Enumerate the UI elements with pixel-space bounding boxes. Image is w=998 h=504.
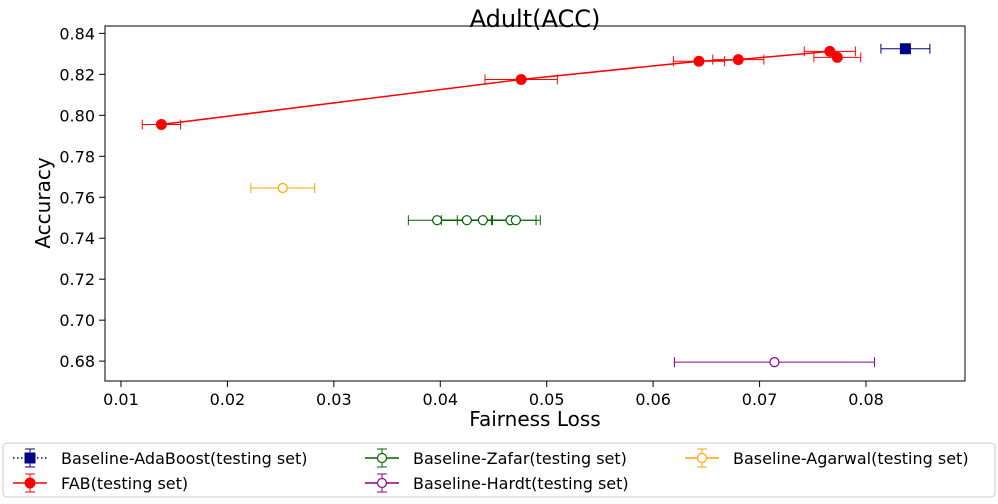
legend-box [2,442,996,498]
y-tick-label: 0.70 [59,311,95,330]
data-point [769,357,780,368]
series-baseline-hardt-testing-set [673,357,876,368]
data-point [155,119,167,131]
legend-marker [24,452,36,464]
legend-item: Baseline-Hardt(testing set) [365,473,629,493]
legend-label: FAB(testing set) [61,474,188,493]
chart-title: Adult(ACC) [470,5,601,33]
x-tick-label: 0.04 [422,390,458,409]
plot-area [141,43,931,368]
series-baseline-zafar-testing-set [407,215,541,226]
legend-item: Baseline-AdaBoost(testing set) [13,448,308,468]
y-tick-label: 0.72 [59,270,95,289]
y-axis: 0.68 0.70 0.72 0.74 0.76 0.78 0.80 0.82 0.84 [59,24,105,371]
y-axis-label: Accuracy [31,157,55,248]
legend-label: Baseline-AdaBoost(testing set) [61,449,308,468]
legend: Baseline-AdaBoost(testing set) FAB(testin… [2,442,996,498]
y-tick-label: 0.84 [59,24,95,43]
legend-marker [24,477,36,489]
y-tick-label: 0.68 [59,352,95,371]
data-point [515,73,527,85]
x-axis: 0.01 0.02 0.03 0.04 0.05 0.06 0.07 0.08 [103,381,884,409]
data-point [732,54,744,66]
legend-item: Baseline-Zafar(testing set) [365,448,627,468]
legend-label: Baseline-Agarwal(testing set) [733,449,969,468]
plot-frame [104,25,966,382]
data-point [824,45,836,57]
legend-item: FAB(testing set) [13,473,188,493]
x-tick-label: 0.01 [103,390,139,409]
y-tick-label: 0.74 [59,229,95,248]
x-tick-label: 0.03 [316,390,352,409]
legend-marker [696,452,708,464]
x-tick-label: 0.08 [848,390,884,409]
data-point [899,43,911,55]
x-tick-label: 0.05 [529,390,565,409]
series-baseline-agarwal-testing-set [250,182,316,194]
legend-marker [376,477,388,489]
y-tick-label: 0.80 [59,106,95,125]
x-tick-label: 0.07 [742,390,778,409]
data-point [510,215,521,226]
data-point [431,215,443,226]
y-tick-label: 0.76 [59,188,95,207]
data-point [831,51,843,63]
x-axis-label: Fairness Loss [469,407,600,431]
data-point [461,215,472,226]
series-baseline-adaboost-testing-set [880,43,931,55]
legend-marker [376,452,388,464]
y-tick-label: 0.82 [59,65,95,84]
x-tick-label: 0.06 [635,390,671,409]
series-fab-testing-set [141,45,862,131]
legend-label: Baseline-Zafar(testing set) [413,449,627,468]
data-point [477,215,488,226]
y-tick-label: 0.78 [59,147,95,166]
data-point [693,55,705,67]
data-point [277,182,288,194]
legend-label: Baseline-Hardt(testing set) [413,474,629,493]
x-tick-label: 0.02 [210,390,246,409]
legend-item: Baseline-Agarwal(testing set) [685,448,969,468]
